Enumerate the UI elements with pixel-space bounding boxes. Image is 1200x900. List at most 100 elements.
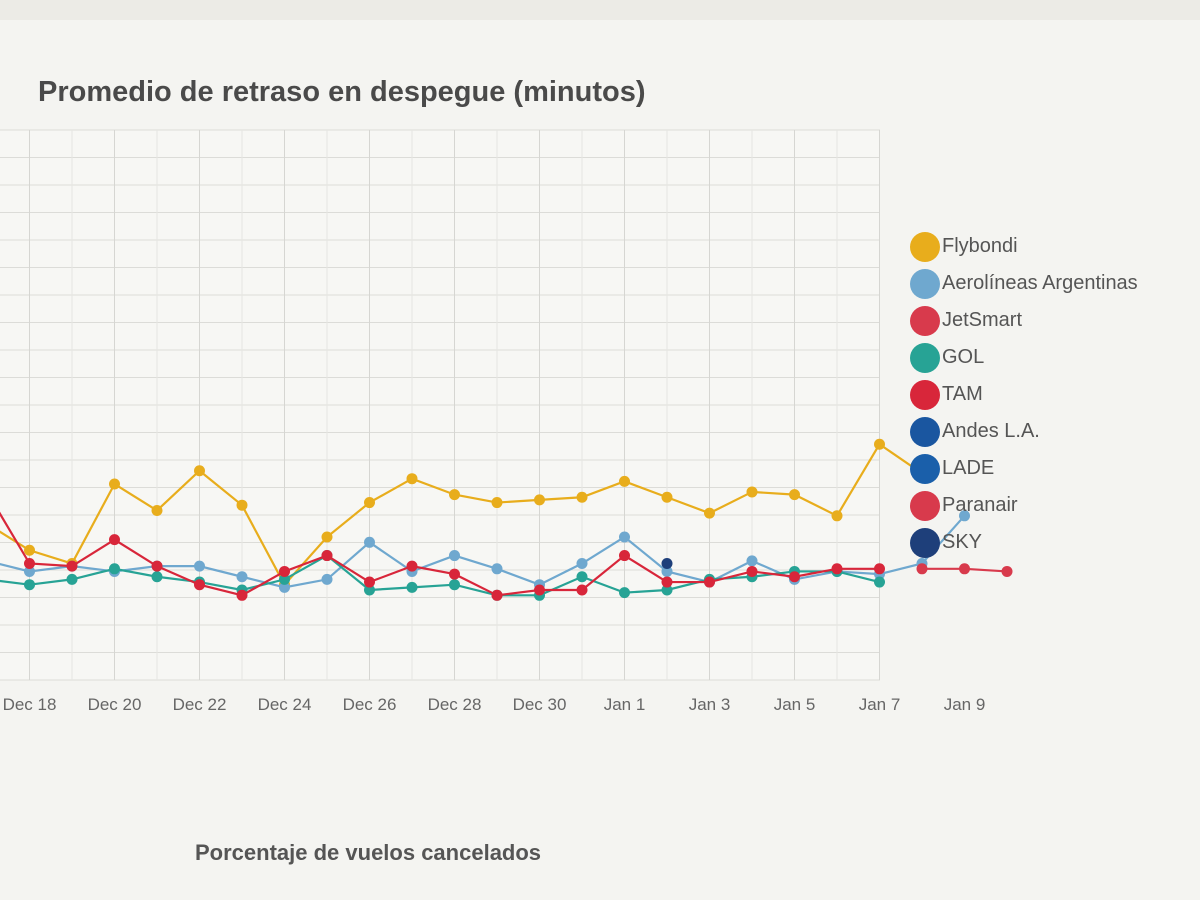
legend-item-lade[interactable]: LADE [910, 450, 1190, 487]
data-point[interactable] [66, 560, 78, 572]
data-point[interactable] [406, 560, 418, 572]
data-point[interactable] [24, 565, 35, 577]
data-point[interactable] [321, 550, 333, 562]
data-point[interactable] [194, 579, 205, 591]
data-point[interactable] [491, 589, 503, 601]
data-point[interactable] [364, 584, 375, 596]
data-point[interactable] [24, 579, 35, 591]
legend-swatch [910, 490, 940, 521]
data-point[interactable] [236, 589, 248, 601]
series-jetsmart [916, 563, 1013, 577]
data-point[interactable] [576, 571, 588, 583]
legend-swatch [910, 453, 940, 484]
data-point[interactable] [109, 478, 120, 490]
legend-label: Andes L.A. [942, 420, 1040, 442]
data-point[interactable] [874, 576, 885, 588]
data-point[interactable] [279, 565, 290, 577]
data-point[interactable] [959, 510, 970, 522]
data-point[interactable] [24, 558, 35, 569]
data-point[interactable] [576, 491, 588, 503]
data-point[interactable] [874, 563, 885, 575]
data-point[interactable] [704, 576, 715, 588]
data-point[interactable] [449, 489, 460, 501]
data-point[interactable] [661, 565, 673, 577]
x-tick-label: Dec 28 [428, 695, 482, 714]
x-tick-label: Jan 5 [774, 695, 816, 714]
data-point[interactable] [279, 581, 290, 593]
data-point[interactable] [491, 563, 503, 575]
data-point[interactable] [831, 510, 843, 522]
data-point[interactable] [364, 576, 375, 588]
x-tick-label: Dec 22 [173, 695, 227, 714]
data-point[interactable] [194, 465, 205, 477]
data-point[interactable] [704, 507, 715, 519]
data-point[interactable] [1001, 565, 1013, 577]
data-point[interactable] [109, 563, 120, 575]
data-point[interactable] [661, 576, 673, 588]
data-point[interactable] [151, 571, 163, 583]
x-tick-label: Dec 30 [513, 695, 567, 714]
legend-label: Paranair [942, 494, 1018, 516]
data-point[interactable] [279, 573, 290, 585]
legend-item-sky[interactable]: SKY [910, 524, 1190, 561]
data-point[interactable] [746, 555, 758, 567]
data-point[interactable] [491, 497, 503, 509]
data-point[interactable] [24, 544, 35, 556]
legend-label: LADE [942, 457, 995, 479]
legend-item-jetsmart[interactable]: JetSmart [910, 302, 1190, 339]
data-point[interactable] [321, 573, 333, 585]
data-point[interactable] [406, 581, 418, 593]
data-point[interactable] [449, 550, 460, 562]
legend-item-gol[interactable]: GOL [910, 339, 1190, 376]
legend-item-andes-l-a[interactable]: Andes L.A. [910, 413, 1190, 450]
data-point[interactable] [194, 560, 205, 572]
data-point[interactable] [874, 438, 885, 450]
legend-label: JetSmart [942, 309, 1023, 331]
x-tick-label: Dec 26 [343, 695, 397, 714]
data-point[interactable] [789, 489, 800, 501]
legend-item-tam[interactable]: TAM [910, 376, 1190, 413]
data-point[interactable] [661, 558, 673, 569]
data-point[interactable] [406, 473, 418, 485]
data-point[interactable] [746, 565, 758, 577]
data-point[interactable] [151, 505, 163, 516]
data-point[interactable] [661, 584, 673, 596]
data-point[interactable] [959, 563, 970, 575]
legend-item-paranair[interactable]: Paranair [910, 487, 1190, 524]
data-point[interactable] [619, 531, 630, 543]
legend-label: Flybondi [942, 235, 1018, 257]
legend-swatch [910, 416, 940, 447]
legend-label: TAM [942, 383, 983, 405]
data-point[interactable] [66, 573, 78, 585]
data-point[interactable] [321, 531, 333, 543]
data-point[interactable] [619, 587, 630, 599]
data-point[interactable] [364, 536, 375, 548]
data-point[interactable] [151, 560, 163, 572]
legend-swatch [910, 379, 940, 410]
legend-item-aerol-neas-argentinas[interactable]: Aerolíneas Argentinas [910, 265, 1190, 302]
data-point[interactable] [831, 563, 843, 575]
legend-swatch [910, 268, 940, 299]
x-tick-label: Jan 9 [944, 695, 986, 714]
data-point[interactable] [576, 584, 588, 596]
data-point[interactable] [534, 494, 545, 506]
data-point[interactable] [576, 558, 588, 569]
data-point[interactable] [236, 499, 248, 511]
data-point[interactable] [916, 563, 928, 575]
data-point[interactable] [619, 550, 630, 562]
data-point[interactable] [236, 571, 248, 583]
data-point[interactable] [364, 497, 375, 509]
chart-legend: Flybondi Aerolíneas Argentinas JetSmart GOL… [910, 228, 1190, 561]
data-point[interactable] [534, 584, 545, 596]
data-point[interactable] [789, 571, 800, 583]
legend-swatch [910, 305, 940, 336]
data-point[interactable] [661, 491, 673, 503]
data-point[interactable] [619, 475, 630, 487]
data-point[interactable] [746, 486, 758, 498]
cancelled-flights-title: Porcentaje de vuelos cancelados [195, 840, 542, 865]
data-point[interactable] [109, 534, 120, 546]
data-point[interactable] [449, 579, 460, 591]
data-point[interactable] [449, 568, 460, 580]
legend-item-flybondi[interactable]: Flybondi [910, 228, 1190, 265]
